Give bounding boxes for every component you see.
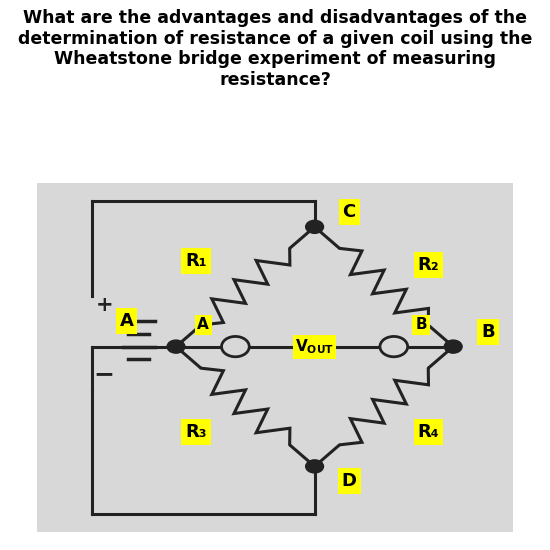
- Circle shape: [380, 337, 408, 357]
- Text: A: A: [119, 312, 134, 330]
- Text: D: D: [342, 472, 357, 490]
- Text: R₁: R₁: [185, 252, 207, 270]
- Circle shape: [306, 221, 323, 233]
- Text: R₄: R₄: [417, 423, 439, 441]
- Text: +: +: [95, 295, 113, 315]
- Text: B: B: [415, 317, 427, 332]
- FancyBboxPatch shape: [37, 183, 513, 532]
- Text: R₂: R₂: [417, 256, 439, 274]
- Text: B: B: [481, 323, 494, 341]
- Text: What are the advantages and disadvantages of the
determination of resistance of : What are the advantages and disadvantage…: [18, 9, 532, 89]
- Circle shape: [444, 340, 462, 353]
- Text: R₃: R₃: [185, 423, 207, 441]
- Text: −: −: [94, 362, 115, 386]
- Text: A: A: [197, 317, 209, 332]
- Circle shape: [222, 337, 249, 357]
- Text: $\mathbf{V_{OUT}}$: $\mathbf{V_{OUT}}$: [295, 338, 334, 356]
- Circle shape: [306, 460, 323, 473]
- Circle shape: [167, 340, 185, 353]
- Text: C: C: [343, 204, 356, 221]
